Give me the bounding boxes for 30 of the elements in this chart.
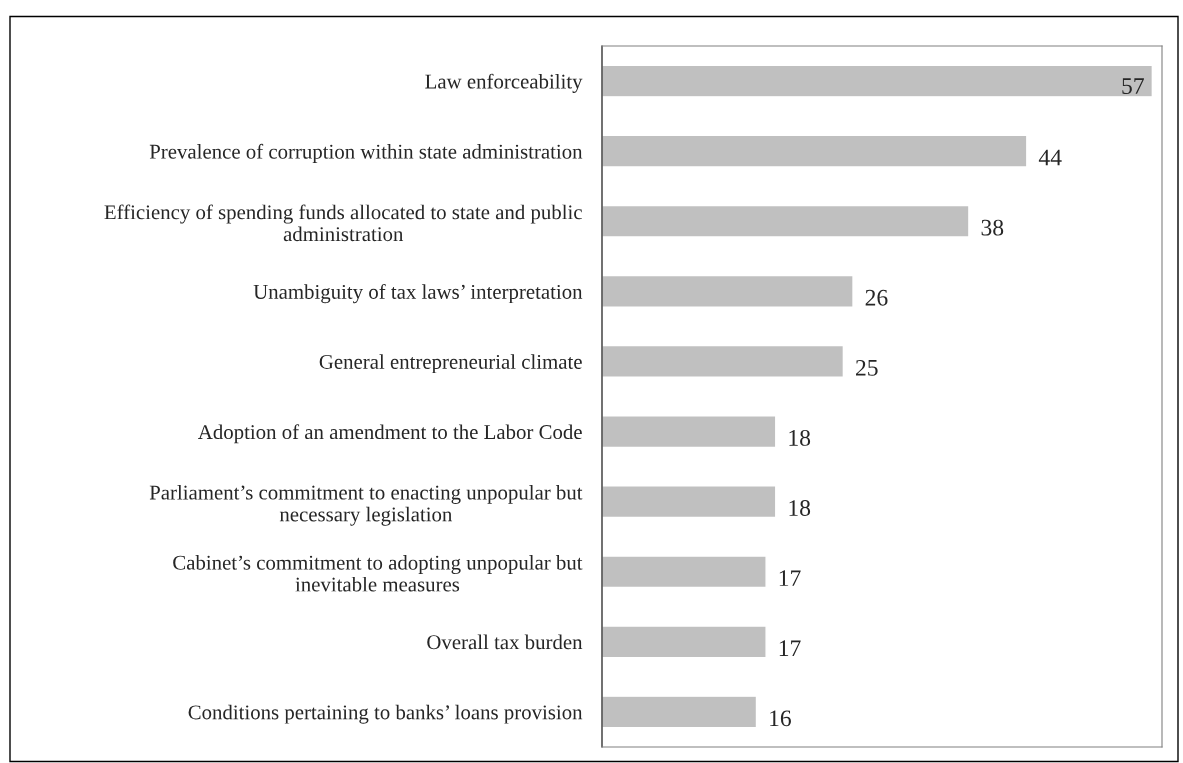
y-tick-label: Cabinet’s commitment to adopting unpopular but inevitable measures bbox=[173, 555, 583, 592]
data-label: 44 bbox=[1038, 149, 1062, 166]
y-tick-label: Prevalence of corruption within state administration bbox=[149, 143, 583, 163]
y-tick-label: General entrepreneurial climate bbox=[319, 354, 582, 374]
bar bbox=[602, 625, 767, 659]
data-label: 17 bbox=[779, 570, 801, 586]
y-tick-label: Parliament’s commitment to enacting unpopular but necessary legislation bbox=[149, 484, 583, 526]
bar bbox=[602, 274, 854, 308]
data-label: 18 bbox=[789, 429, 811, 446]
y-tick-label: Unambiguity of tax laws’ interpretation bbox=[253, 284, 583, 304]
data-label: 25 bbox=[856, 359, 878, 376]
y-tick-label: Adoption of an amendment to the Labor Code bbox=[198, 424, 582, 444]
data-label: 26 bbox=[865, 289, 888, 306]
bar bbox=[602, 485, 777, 519]
y-tick-label: Law enforceability bbox=[425, 73, 583, 93]
data-label: 17 bbox=[779, 640, 801, 656]
bar bbox=[602, 695, 758, 729]
bar bbox=[602, 204, 970, 238]
bar bbox=[602, 134, 1028, 168]
y-tick-label: Conditions pertaining to banks’ loans provision bbox=[188, 704, 583, 724]
data-label: 18 bbox=[789, 500, 811, 516]
data-label: 57 bbox=[1122, 78, 1144, 94]
bar bbox=[602, 555, 767, 589]
y-tick-label: Efficiency of spending funds allocated to state and public administration bbox=[104, 204, 582, 242]
data-label: 38 bbox=[981, 219, 1004, 236]
bar bbox=[602, 344, 845, 378]
y-tick-label: Overall tax burden bbox=[427, 634, 583, 650]
data-label: 16 bbox=[770, 710, 791, 727]
bar bbox=[602, 64, 1154, 98]
bar bbox=[602, 415, 777, 449]
